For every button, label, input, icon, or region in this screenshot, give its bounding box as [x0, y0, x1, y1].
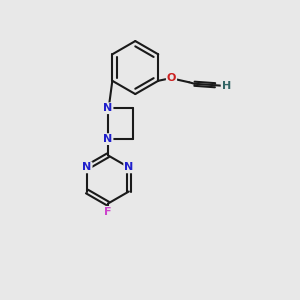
Text: H: H	[222, 81, 231, 91]
Text: N: N	[103, 103, 112, 113]
Text: N: N	[124, 162, 134, 172]
Text: N: N	[82, 162, 91, 172]
Text: F: F	[104, 207, 112, 217]
Text: O: O	[167, 73, 176, 83]
Text: N: N	[103, 134, 112, 144]
